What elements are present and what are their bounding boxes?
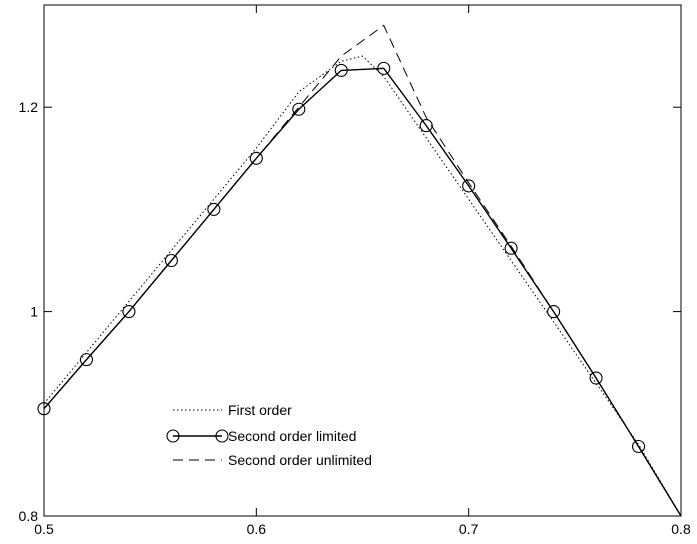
legend-marker [166, 429, 180, 443]
x-tick-label: 0.7 [459, 521, 479, 537]
x-tick-label: 0.5 [34, 521, 54, 537]
legend-marker [215, 429, 229, 443]
legend-label: First order [228, 402, 292, 418]
data-point-marker [547, 305, 561, 319]
data-point-marker [207, 202, 221, 216]
x-tick-label: 0.8 [671, 521, 691, 537]
data-point-marker [79, 353, 94, 367]
data-point-marker [292, 102, 306, 116]
data-point-marker [164, 253, 178, 268]
series-line-second-order-unlimited [43, 24, 682, 517]
data-point-marker [249, 151, 263, 165]
data-point-marker [504, 241, 518, 255]
x-tick-label: 0.6 [247, 521, 267, 537]
legend: First order Second order limited Second or… [166, 402, 372, 468]
data-point-marker [377, 61, 391, 75]
plot-frame [43, 4, 682, 517]
axis-tick-labels: 0.5 0.6 0.7 0.8 0.8 1 1.2 [19, 99, 691, 537]
data-point-marker [334, 63, 348, 77]
legend-label: Second order unlimited [228, 452, 372, 468]
series-line-second-order-limited [43, 67, 682, 517]
series-layer [37, 24, 682, 517]
legend-label: Second order limited [228, 428, 356, 444]
y-tick-label: 1.2 [19, 99, 39, 115]
series-line-first-order [43, 55, 682, 517]
y-tick-label: 1 [30, 304, 38, 320]
data-point-marker [122, 305, 136, 319]
axis-ticks [43, 5, 682, 517]
data-point-marker [631, 439, 646, 454]
y-tick-label: 0.8 [19, 508, 39, 524]
data-point-marker [589, 371, 603, 385]
data-point-marker [419, 119, 433, 133]
data-point-marker [37, 402, 51, 416]
data-point-marker [462, 179, 476, 193]
